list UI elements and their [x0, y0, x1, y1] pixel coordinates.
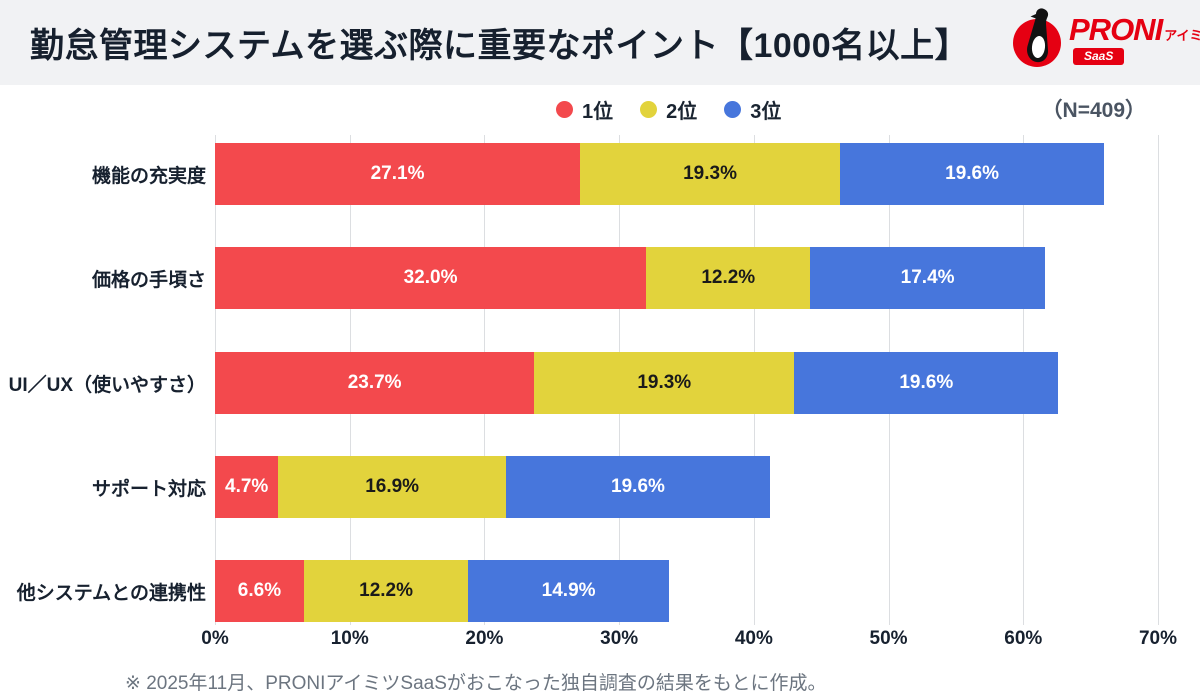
legend-label: 3位: [750, 100, 782, 123]
x-tick-label: 10%: [330, 628, 369, 649]
x-axis: 0% 10% 20% 30% 40% 50% 60% 70%: [201, 628, 1177, 656]
bar-value-label: 19.3%: [637, 372, 692, 393]
legend-label: 1位: [582, 100, 614, 123]
logo-saas-badge: SaaS: [1073, 48, 1125, 65]
bar-value-label: 23.7%: [347, 372, 402, 393]
bar-segment: 4.7%: [215, 456, 279, 518]
legend-item-rank3: 3位: [724, 95, 781, 124]
bar-value-label: 19.6%: [611, 476, 665, 497]
bar-segment: 27.1%: [215, 143, 581, 205]
bar-segment: 19.6%: [840, 143, 1105, 205]
category-label: UI／UX（使いやすさ）: [8, 374, 206, 396]
bar-value-label: 16.9%: [365, 476, 420, 497]
category-label: 機能の充実度: [91, 165, 206, 187]
x-tick-label: 30%: [600, 628, 639, 649]
x-tick-label: 50%: [869, 628, 908, 649]
bar-row: 32.0% 12.2% 17.4%: [215, 247, 1158, 309]
bar-segment: 19.3%: [534, 352, 795, 414]
bar-segment: 32.0%: [215, 247, 647, 309]
bar-row: 27.1% 19.3% 19.6%: [215, 143, 1158, 205]
bar-segment: 14.9%: [468, 560, 669, 622]
proni-logo: PRONI アイミツ SaaS: [1010, 6, 1200, 80]
gridline: [1158, 135, 1159, 625]
bar-segment: 12.2%: [646, 247, 811, 309]
bar-row: 4.7% 16.9% 19.6%: [215, 456, 1158, 518]
penguin-icon: [1010, 6, 1066, 68]
plot-area: 27.1% 19.3% 19.6% 32.0% 12.2% 17.4% 23.7% 19.3%…: [215, 135, 1159, 625]
sample-size: （N=409）: [1041, 99, 1146, 122]
bar-value-label: 32.0%: [403, 267, 458, 288]
bar-value-label: 19.6%: [945, 163, 1000, 184]
bar-segment: 19.3%: [580, 143, 841, 205]
x-tick-label: 0%: [201, 628, 229, 649]
legend-item-rank1: 1位: [556, 95, 613, 124]
bar-value-label: 12.2%: [701, 267, 756, 288]
bar-segment: 6.6%: [215, 560, 304, 622]
x-tick-label: 20%: [465, 628, 504, 649]
bar-segment: 19.6%: [505, 456, 770, 518]
logo-sub: アイミツ: [1164, 28, 1200, 43]
bar-segment: 19.6%: [794, 352, 1059, 414]
category-label: 他システムとの連携性: [16, 582, 206, 604]
bar-segment: 12.2%: [303, 560, 469, 622]
bar-value-label: 27.1%: [370, 163, 425, 184]
rank3-dot-icon: [724, 100, 742, 118]
logo-brand: PRONI: [1069, 12, 1163, 47]
legend-label: 2位: [666, 100, 698, 123]
bar-value-label: 6.6%: [237, 580, 282, 601]
bar-value-label: 4.7%: [225, 476, 269, 497]
rank1-dot-icon: [556, 100, 573, 118]
bar-row: 6.6% 12.2% 14.9%: [215, 560, 1158, 622]
x-tick-label: 70%: [1138, 628, 1178, 649]
bar-segment: 17.4%: [810, 247, 1045, 309]
x-tick-label: 40%: [734, 628, 773, 649]
rank2-dot-icon: [640, 100, 658, 118]
x-tick-label: 60%: [1004, 628, 1043, 649]
header-bar: 勤怠管理システムを選ぶ際に重要なポイント【1000名以上】: [0, 0, 1200, 85]
bar-value-label: 19.6%: [899, 372, 954, 393]
legend: 1位 2位 3位: [556, 95, 781, 124]
bar-segment: 23.7%: [215, 352, 535, 414]
bar-segment: 16.9%: [278, 456, 506, 518]
bar-value-label: 17.4%: [900, 267, 955, 288]
category-label: サポート対応: [91, 478, 206, 500]
bar-value-label: 12.2%: [359, 580, 414, 601]
legend-item-rank2: 2位: [640, 95, 697, 124]
category-labels: 機能の充実度 価格の手頃さ UI／UX（使いやすさ） サポート対応他システムとの連携性: [0, 135, 206, 625]
page-title: 勤怠管理システムを選ぶ際に重要なポイント【1000名以上】: [30, 27, 970, 65]
bar-value-label: 19.3%: [683, 163, 737, 184]
logo-text: PRONI アイミツ SaaS: [1069, 14, 1200, 65]
bar-value-label: 14.9%: [541, 580, 596, 601]
bar-row: 23.7% 19.3% 19.6%: [215, 352, 1158, 414]
category-label: 価格の手頃さ: [91, 269, 206, 291]
source-note: ※ 2025年11月、PRONIアイミツSaaSがおこなった独自調査の結果をもと…: [125, 673, 827, 694]
